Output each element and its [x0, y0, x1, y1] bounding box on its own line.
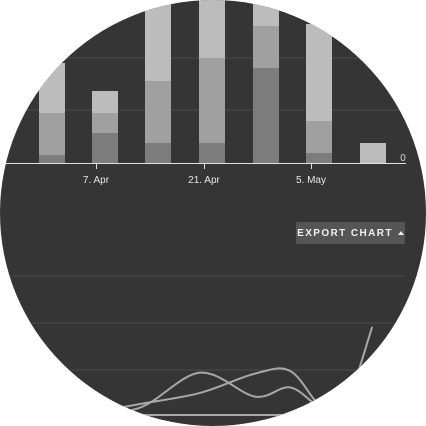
bar-segment: [39, 63, 65, 113]
export-chart-button[interactable]: EXPORT CHART: [296, 222, 405, 244]
x-axis-tick-label: 7. Apr: [83, 175, 110, 186]
bar-segment: [253, 0, 279, 26]
bar-segment: [253, 68, 279, 163]
bar-segment: [92, 113, 118, 133]
bar-segment: [145, 81, 171, 143]
bar-segment: [199, 58, 225, 143]
caret-up-icon: [397, 230, 404, 235]
line-series-2: [79, 326, 373, 417]
x-axis-tick-label: 5. May: [296, 175, 326, 186]
bar-segment: [145, 143, 171, 163]
bar-segment: [39, 113, 65, 155]
bar-segment: [306, 153, 332, 163]
line-series-1: [79, 371, 373, 417]
bar-segment: [92, 91, 118, 113]
line-series-0: [79, 367, 373, 417]
bar-segment: [92, 133, 118, 163]
bar-segment: [199, 143, 225, 163]
bar-segment: [253, 26, 279, 68]
export-chart-label: EXPORT CHART: [297, 227, 393, 239]
y-axis-tick-label: 0: [400, 153, 406, 164]
bar-segment: [306, 121, 332, 153]
bar-segment: [199, 0, 225, 58]
bar-segment: [39, 155, 65, 163]
x-axis-tick-label: 21. Apr: [188, 175, 220, 186]
bar-segment: [145, 0, 171, 81]
x-axis-tick-label: r: [0, 175, 2, 186]
stacked-bar-chart: r 7. Apr 21. Apr 5. May 0: [0, 0, 426, 186]
bar-segment: [360, 143, 386, 163]
line-chart: [0, 275, 406, 417]
bar-segment: [306, 24, 332, 121]
